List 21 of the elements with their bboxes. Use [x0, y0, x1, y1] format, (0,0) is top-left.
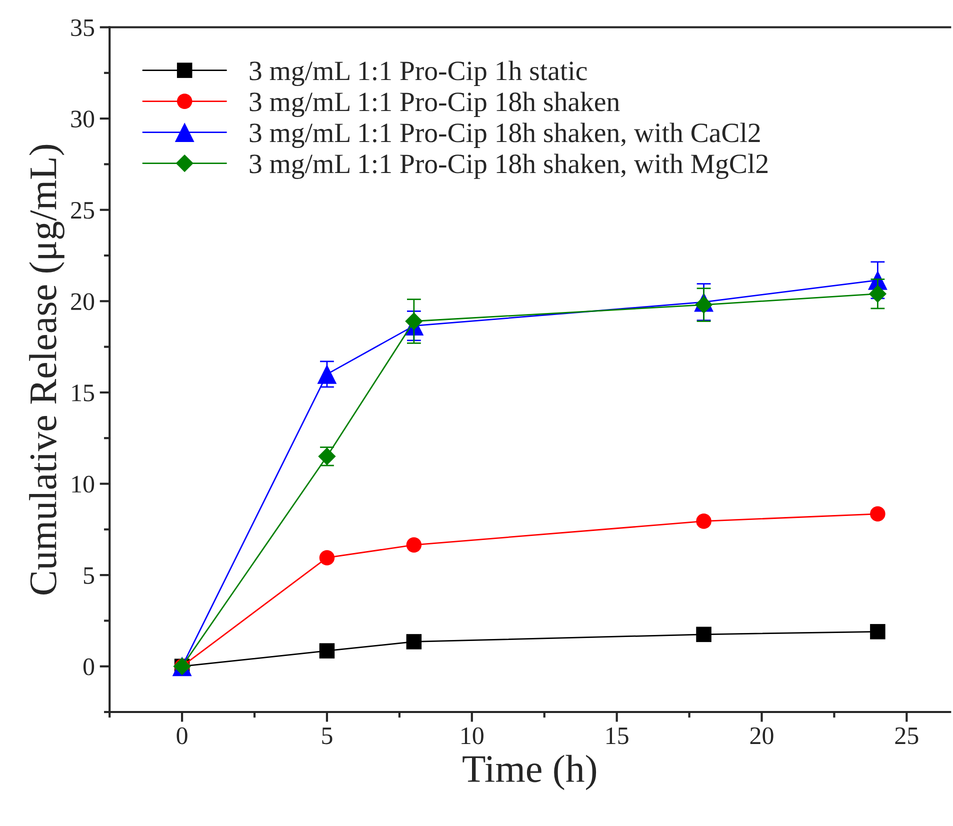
y-tick-label: 15 [72, 384, 94, 402]
legend-label: 3 mg/mL 1:1 Pro-Cip 1h static [250, 60, 587, 86]
x-tick-label: 15 [606, 727, 628, 744]
y-tick-label: 25 [71, 202, 94, 219]
y-tick-label: 10 [72, 476, 94, 493]
x-tick-label: 10 [462, 727, 484, 744]
legend-label: 3 mg/mL 1:1 Pro-Cip 18h shaken [250, 92, 620, 118]
y-tick-label: 35 [71, 19, 94, 36]
y-tick-label: 5 [84, 567, 94, 584]
y-tick-label: 0 [83, 658, 94, 676]
y-tick-label: 20 [71, 293, 94, 310]
y-axis-title: Cumulative Release (μg/mL) [29, 144, 64, 594]
x-tick-label: 25 [895, 727, 918, 744]
x-tick-label: 5 [322, 728, 332, 744]
legend-label: 3 mg/mL 1:1 Pro-Cip 18h shaken, with CaCl2 [250, 122, 760, 148]
x-axis-title: Time (h) [462, 754, 596, 790]
y-tick-label: 30 [71, 110, 94, 128]
legend-label: 3 mg/mL 1:1 Pro-Cip 18h shaken, with MgCl2 [250, 154, 768, 180]
x-tick-label: 0 [176, 727, 188, 744]
point [317, 364, 337, 384]
x-tick-label: 20 [750, 727, 774, 744]
